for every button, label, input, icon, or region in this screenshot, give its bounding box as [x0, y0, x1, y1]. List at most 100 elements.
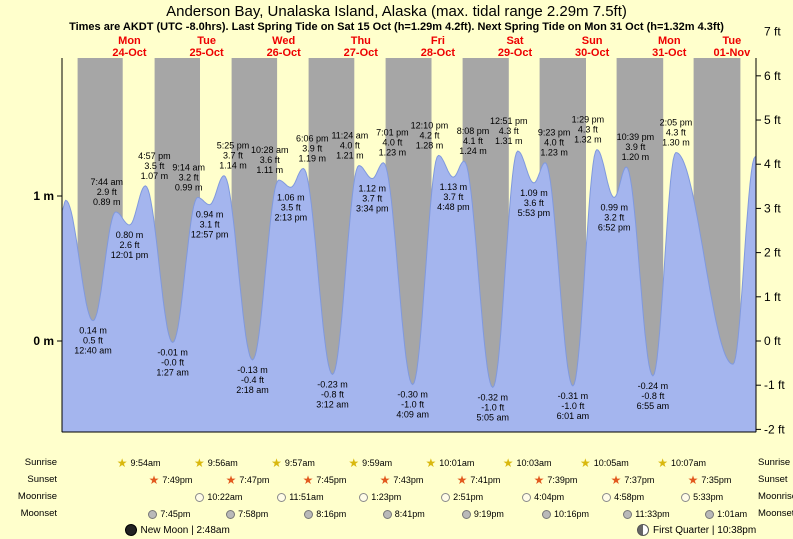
tide-high-label: 4.3 ft: [666, 128, 687, 138]
tide-high-label: 4:57 pm: [138, 151, 171, 161]
sunset-time: ★ 7:35pm: [688, 473, 732, 487]
moonrise-time-text: 2:51pm: [453, 492, 484, 502]
sunrise-row-label-left: Sunrise: [24, 457, 57, 468]
moonrise-time: 1:23pm: [359, 490, 401, 504]
moonset-time-text: 8:41pm: [394, 509, 425, 519]
right-axis-label: 5 ft: [764, 113, 781, 127]
moonset-icon: [226, 509, 236, 519]
tide-low-label: 3.7 ft: [443, 192, 464, 202]
moonset-time-text: 8:16pm: [316, 509, 347, 519]
sunrise-time-text: 9:56am: [207, 458, 238, 468]
sunset-icon: ★: [610, 473, 622, 487]
day-header-name: Tue: [197, 35, 216, 47]
sunrise-time-text: 10:03am: [516, 458, 552, 468]
sunrise-time-text: 9:59am: [362, 458, 393, 468]
right-axis-label: -2 ft: [764, 422, 785, 436]
tide-high-label: 3.5 ft: [144, 161, 165, 171]
tide-low-label: 6:52 pm: [598, 222, 631, 232]
sunrise-time: ★ 9:59am: [348, 456, 392, 470]
moonrise-icon: [195, 492, 205, 502]
sunrise-icon: ★: [116, 456, 128, 470]
tide-low-label: 1:27 am: [156, 367, 189, 377]
tide-low-label: 6:55 am: [637, 401, 670, 411]
moonset-icon: [304, 509, 314, 519]
sunset-time-text: 7:43pm: [393, 475, 424, 485]
day-header-date: 31-Oct: [652, 47, 687, 59]
tide-high-label: 1.31 m: [495, 136, 523, 146]
tide-low-label: 0.5 ft: [83, 336, 104, 346]
moonset-icon: [461, 509, 471, 519]
sunrise-time-text: 10:01am: [439, 458, 475, 468]
tide-high-label: 1.23 m: [540, 148, 568, 158]
tide-high-label: 4.2 ft: [419, 130, 440, 140]
moonset-time: 11:33pm: [623, 507, 670, 521]
tide-high-label: 5:25 pm: [217, 141, 250, 151]
tide-high-label: 10:39 pm: [617, 132, 655, 142]
sunset-icon: ★: [533, 473, 545, 487]
sunset-icon: ★: [379, 473, 391, 487]
day-header-name: Sat: [506, 35, 523, 47]
sunset-time-text: 7:49pm: [162, 475, 193, 485]
tide-low-label: 6:01 am: [557, 411, 590, 421]
tide-low-label: -0.13 m: [237, 365, 268, 375]
tide-low-label: -0.8 ft: [641, 391, 665, 401]
sunset-time-text: 7:45pm: [316, 475, 347, 485]
moonrise-icon: [522, 492, 532, 502]
page-title: Anderson Bay, Unalaska Island, Alaska (m…: [166, 3, 627, 20]
tide-low-label: 4:48 pm: [437, 202, 470, 212]
sunrise-time: ★ 10:03am: [503, 456, 552, 470]
moon-phase-first-quarter: First Quarter | 10:38pm: [637, 523, 756, 537]
sunrise-icon: ★: [425, 456, 437, 470]
moonset-time: 1:01am: [705, 507, 747, 521]
day-header-name: Wed: [272, 35, 295, 47]
day-header-name: Mon: [658, 35, 681, 47]
sunrise-icon: ★: [348, 456, 360, 470]
day-header-name: Fri: [431, 35, 445, 47]
sunset-time: ★ 7:39pm: [534, 473, 578, 487]
sunrise-icon: ★: [193, 456, 205, 470]
tide-low-label: 0.14 m: [79, 326, 107, 336]
sunset-icon: ★: [148, 473, 160, 487]
first-quarter-moon-icon: [637, 524, 649, 536]
tide-low-label: 1.12 m: [359, 184, 387, 194]
sunrise-row-label-right: Sunrise: [758, 457, 791, 468]
tide-low-label: 5:05 am: [477, 412, 510, 422]
tide-low-label: -0.4 ft: [241, 375, 265, 385]
tide-high-label: 2.9 ft: [97, 187, 118, 197]
tide-low-label: 2:13 pm: [275, 212, 308, 222]
moonset-time: 8:41pm: [382, 507, 425, 521]
chart-subtitle: Times are AKDT (UTC -8.0hrs). Last Sprin…: [69, 21, 724, 33]
tide-low-label: 3.2 ft: [604, 212, 625, 222]
tide-high-label: 4.0 ft: [340, 141, 361, 151]
day-header-date: 30-Oct: [575, 47, 610, 59]
day-header-name: Sun: [582, 35, 603, 47]
right-axis-label: 7 ft: [764, 25, 781, 39]
day-header-date: 26-Oct: [267, 47, 302, 59]
right-axis-label: 4 ft: [764, 157, 781, 171]
sunrise-time: ★ 10:07am: [657, 456, 706, 470]
sunrise-time-text: 9:57am: [284, 458, 315, 468]
tide-low-label: 1.09 m: [520, 188, 548, 198]
moon-phase-new-moon: New Moon | 2:48am: [124, 523, 230, 537]
tide-high-label: 1.24 m: [459, 146, 487, 156]
right-axis-label: 1 ft: [764, 290, 781, 304]
moonset-time: 7:45pm: [148, 507, 190, 521]
tide-high-label: 1.20 m: [622, 152, 650, 162]
day-header-date: 27-Oct: [344, 47, 379, 59]
sunset-time-text: 7:39pm: [547, 475, 578, 485]
tide-high-label: 1:29 pm: [572, 115, 605, 125]
moonset-time-text: 9:19pm: [473, 509, 504, 519]
sunset-icon: ★: [302, 473, 314, 487]
tide-high-label: 12:10 pm: [411, 120, 449, 130]
moonset-icon: [382, 509, 392, 519]
tide-high-label: 1.19 m: [299, 153, 327, 163]
tide-high-label: 4.0 ft: [544, 138, 565, 148]
tide-low-label: 1.06 m: [277, 192, 305, 202]
tide-low-label: 4:09 am: [396, 410, 429, 420]
tide-low-label: 2:18 am: [236, 385, 269, 395]
tide-low-label: 5:53 pm: [518, 208, 551, 218]
moonset-icon: [542, 509, 551, 519]
sunrise-icon: ★: [271, 456, 282, 470]
